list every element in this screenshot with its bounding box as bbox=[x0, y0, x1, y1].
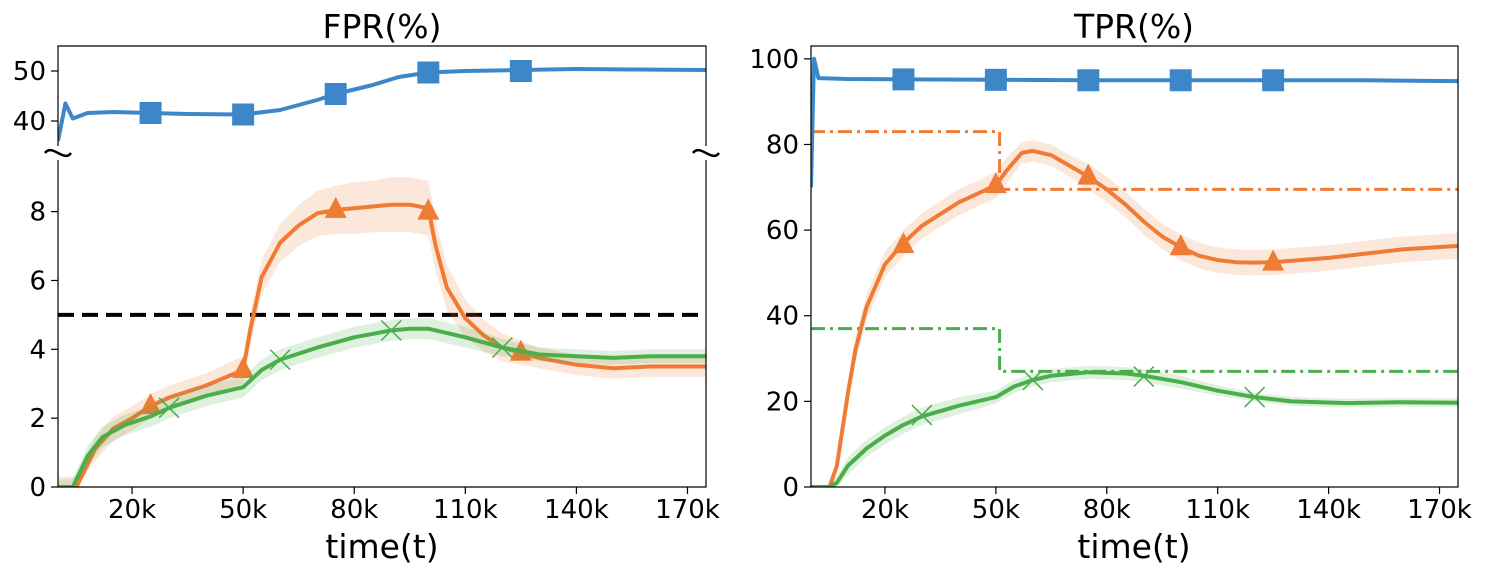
fpr-lower-ytick-label-4: 8 bbox=[29, 198, 46, 228]
tpr-xtick-label-1: 50k bbox=[972, 495, 1020, 525]
tpr-ytick-label-5: 100 bbox=[749, 45, 799, 75]
fpr-lower-plot bbox=[58, 177, 706, 487]
fpr-chart: FPR(%) 20k 50k 80k 110k 140k 170k 40 50 0 2 4 6 8 ti… bbox=[13, 7, 721, 566]
fpr-series-1-marker-2 bbox=[324, 196, 347, 218]
tpr-title: TPR(%) bbox=[1073, 7, 1194, 46]
tpr-series-0-marker-1 bbox=[984, 68, 1007, 91]
fpr-lower-ytick-label-2: 4 bbox=[29, 335, 46, 365]
fpr-series-2-marker-0 bbox=[158, 397, 180, 419]
tpr-series-2 bbox=[811, 365, 1458, 487]
tpr-series-2-marker-1 bbox=[1022, 369, 1044, 391]
fpr-series-0-marker-0 bbox=[139, 102, 162, 124]
fpr-lower-frame bbox=[57, 160, 707, 488]
fpr-lower-ytick-label-0: 0 bbox=[29, 473, 46, 503]
fpr-series-1-marker-1 bbox=[232, 356, 255, 378]
fpr-lower-ytick-label-1: 2 bbox=[29, 404, 46, 434]
fpr-series-0-marker-3 bbox=[417, 61, 440, 84]
fpr-axis-break-0 bbox=[43, 148, 73, 158]
tpr-ytick-label-3: 60 bbox=[766, 216, 799, 246]
fpr-series-2-band bbox=[58, 318, 706, 487]
fpr-upper-frame bbox=[57, 45, 707, 146]
fpr-series-0-marker-1 bbox=[232, 103, 255, 126]
tpr-series-1-marker-2 bbox=[1077, 163, 1100, 185]
tpr-plot bbox=[811, 56, 1458, 487]
tpr-frame bbox=[810, 45, 1459, 488]
fpr-series-0-marker-4 bbox=[509, 60, 532, 82]
tpr-series-2-marker-3 bbox=[1244, 386, 1266, 408]
tpr-series-0-marker-3 bbox=[1169, 69, 1192, 92]
tpr-series-2-band bbox=[811, 365, 1458, 487]
tpr-series-1 bbox=[811, 140, 1458, 487]
tpr-xtick-label-0: 20k bbox=[861, 495, 909, 525]
tpr-ytick-label-0: 0 bbox=[782, 473, 799, 503]
fpr-xtick-label-3: 110k bbox=[433, 495, 498, 525]
fpr-series-0 bbox=[58, 60, 706, 142]
fpr-series-1-line bbox=[58, 202, 706, 487]
tpr-chart: TPR(%) 20k 50k 80k 110k 140k 170k 0 20 40 60 80 100… bbox=[749, 7, 1471, 566]
fpr-upper-ytick-label-0: 40 bbox=[13, 107, 46, 137]
tpr-series-1-marker-4 bbox=[1262, 249, 1285, 271]
tpr-axes: 20k 50k 80k 110k 140k 170k 0 20 40 60 80 100 bbox=[749, 45, 1471, 525]
fpr-xtick-label-1: 50k bbox=[219, 495, 267, 525]
tpr-xtick-label-4: 140k bbox=[1296, 495, 1361, 525]
tpr-series-0 bbox=[811, 56, 1458, 188]
tpr-series-3 bbox=[811, 130, 1458, 191]
fpr-upper-plot bbox=[58, 60, 706, 142]
tpr-xlabel: time(t) bbox=[1077, 527, 1190, 566]
tpr-series-4 bbox=[811, 327, 1458, 373]
tpr-series-1-marker-3 bbox=[1169, 234, 1192, 256]
fpr-series-1-marker-3 bbox=[417, 198, 440, 220]
tpr-xtick-label-5: 170k bbox=[1407, 495, 1472, 525]
fpr-xtick-label-0: 20k bbox=[108, 495, 156, 525]
tpr-series-1-marker-1 bbox=[984, 172, 1007, 194]
tpr-series-0-marker-2 bbox=[1077, 69, 1100, 92]
fpr-axis-break-1 bbox=[691, 148, 721, 158]
fpr-xlabel: time(t) bbox=[325, 527, 438, 566]
fpr-series-2-marker-2 bbox=[380, 319, 402, 341]
tpr-ytick-label-2: 40 bbox=[766, 302, 799, 332]
tpr-series-4-line bbox=[811, 327, 1458, 373]
tpr-series-2-marker-2 bbox=[1133, 366, 1155, 388]
fpr-axes: 20k 50k 80k 110k 140k 170k 40 50 0 2 4 6 8 bbox=[13, 45, 721, 525]
fpr-xtick-label-4: 140k bbox=[544, 495, 609, 525]
tpr-series-1-line bbox=[811, 148, 1458, 487]
fpr-upper-ytick-label-1: 50 bbox=[13, 57, 46, 87]
fpr-xtick-label-5: 170k bbox=[655, 495, 720, 525]
tpr-series-3-line bbox=[811, 130, 1458, 191]
tpr-xtick-label-3: 110k bbox=[1185, 495, 1250, 525]
fpr-series-2-marker-3 bbox=[491, 337, 513, 359]
fpr-series-1-marker-0 bbox=[139, 393, 162, 415]
tpr-series-0-marker-0 bbox=[892, 68, 915, 91]
fpr-series-2-line bbox=[58, 326, 706, 487]
tpr-ytick-label-1: 20 bbox=[766, 387, 799, 417]
fpr-series-0-marker-2 bbox=[324, 83, 347, 105]
tpr-series-2-marker-0 bbox=[911, 404, 933, 426]
fpr-series-2 bbox=[58, 318, 706, 487]
tpr-series-1-band bbox=[811, 140, 1458, 487]
tpr-series-0-marker-4 bbox=[1262, 69, 1285, 92]
tpr-series-1-marker-0 bbox=[892, 232, 915, 254]
fpr-title: FPR(%) bbox=[323, 7, 442, 46]
tpr-xtick-label-2: 80k bbox=[1083, 495, 1131, 525]
tpr-ytick-label-4: 80 bbox=[766, 130, 799, 160]
fpr-lower-ytick-label-3: 6 bbox=[29, 266, 46, 296]
fpr-xtick-label-2: 80k bbox=[330, 495, 378, 525]
fpr-series-2-marker-1 bbox=[269, 349, 291, 371]
